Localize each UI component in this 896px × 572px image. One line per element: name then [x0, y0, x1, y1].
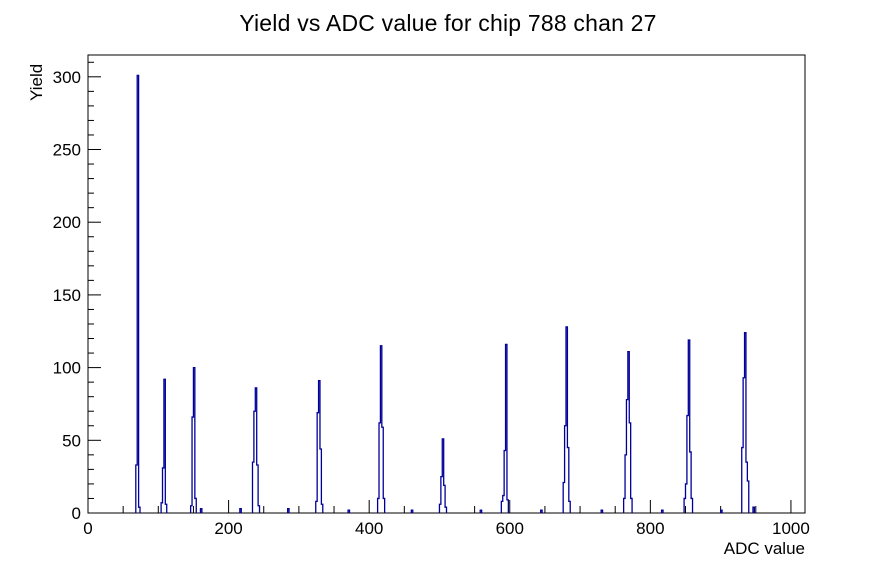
x-tick-label: 800: [636, 519, 664, 538]
x-tick-label: 400: [355, 519, 383, 538]
y-axis-title: Yield: [27, 64, 46, 101]
x-tick-label: 600: [496, 519, 524, 538]
x-tick-label: 200: [214, 519, 242, 538]
y-tick-label: 0: [72, 504, 81, 523]
y-tick-label: 150: [53, 286, 81, 305]
y-tick-label: 300: [53, 68, 81, 87]
chart-title: Yield vs ADC value for chip 788 chan 27: [239, 10, 657, 36]
x-axis-title: ADC value: [724, 539, 805, 558]
y-tick-label: 250: [53, 141, 81, 160]
x-tick-label: 1000: [772, 519, 810, 538]
plot-frame: [87, 54, 806, 514]
y-tick-label: 50: [62, 431, 81, 450]
y-tick-label: 200: [53, 213, 81, 232]
histogram-line: [135, 74, 756, 513]
plot-generated: 0 200 400 600 800 1000 0 50 100 150 200 250 300: [53, 54, 810, 538]
x-tick-label: 0: [83, 519, 92, 538]
y-tick-label: 100: [53, 359, 81, 378]
